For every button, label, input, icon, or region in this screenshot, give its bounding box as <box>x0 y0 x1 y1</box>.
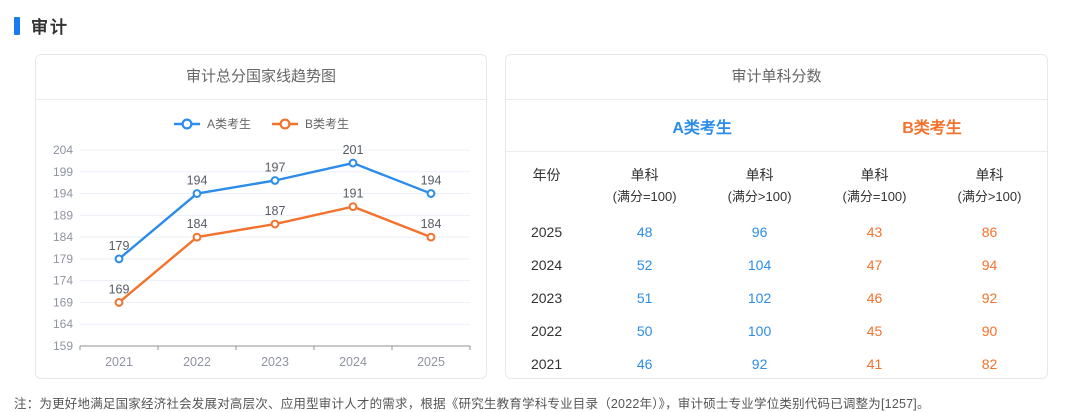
score-cell: 43 <box>866 224 883 241</box>
y-axis-tick-label: 199 <box>53 165 73 179</box>
score-cell: 51 <box>636 290 653 307</box>
table-row: 2021 46 92 41 82 <box>506 348 1047 378</box>
table-row: 2022 50 100 45 90 <box>506 315 1047 348</box>
y-axis-tick-label: 204 <box>53 143 73 157</box>
score-cell: 45 <box>866 323 883 340</box>
score-cell: 100 <box>747 323 772 340</box>
column-header-2: 单科 (满分>100) <box>727 167 792 204</box>
score-cell: 92 <box>751 356 768 373</box>
data-point <box>348 158 358 168</box>
data-point <box>270 176 280 185</box>
legend-marker-icon <box>173 117 200 130</box>
data-point-label: 194 <box>421 174 442 188</box>
x-axis-tick-label: 2024 <box>339 355 367 369</box>
data-point-label: 169 <box>109 282 130 296</box>
data-point <box>270 219 280 229</box>
data-point-label: 184 <box>187 217 208 231</box>
data-point <box>192 189 202 198</box>
column-header-0: 年份 <box>532 167 561 183</box>
y-axis-tick-label: 189 <box>53 208 73 222</box>
year-cell: 2022 <box>530 323 563 340</box>
data-point-label: 191 <box>343 187 364 201</box>
x-axis-tick-label: 2023 <box>261 355 289 369</box>
column-header-4: 单科 (满分>100) <box>957 167 1022 204</box>
group-header-b: B类考生 <box>902 119 962 137</box>
table-row: 2024 52 104 47 94 <box>506 249 1047 282</box>
table-row: 2025 48 96 43 86 <box>506 216 1047 249</box>
x-axis-tick-label: 2021 <box>105 355 133 369</box>
legend-item-1[interactable]: B类考生 <box>271 115 349 132</box>
score-cell: 46 <box>866 290 883 307</box>
score-cell: 46 <box>636 356 653 373</box>
column-header-3: 单科 (满分=100) <box>842 167 907 204</box>
chart-panel-title: 审计总分国家线趋势图 <box>36 55 486 100</box>
legend-label: B类考生 <box>305 117 350 131</box>
score-cell: 50 <box>636 323 653 340</box>
score-cell: 90 <box>981 323 998 340</box>
chart-legend: A类考生 B类考生 <box>36 115 486 132</box>
table-group-header-row: A类考生 B类考生 <box>506 100 1047 152</box>
data-point <box>114 298 124 307</box>
section-header: 审计 <box>0 0 1080 38</box>
data-point <box>426 189 436 198</box>
scores-table-panel: 审计单科分数 A类考生 B类考生 年份 单科 (满分=100) 单科 (满分>100) 单… <box>505 54 1048 379</box>
data-point-label: 179 <box>109 239 130 253</box>
x-axis-tick-label: 2022 <box>183 355 211 369</box>
data-point-label: 197 <box>265 160 286 174</box>
chart-body: A类考生 B类考生 204 199 194 189 184 179 174 169 164 159 2… <box>36 115 486 378</box>
data-point <box>426 232 436 242</box>
content-panels: 审计总分国家线趋势图 A类考生 B类考生 204 199 194 189 184 179 17… <box>35 54 1048 379</box>
table-rows: 2025 48 96 43 86 2024 52 104 47 94 2023 51 102 46 92 20… <box>506 216 1047 378</box>
data-point-label: 184 <box>421 217 442 231</box>
score-cell: 41 <box>866 356 883 373</box>
legend-label: A类考生 <box>206 117 251 131</box>
score-cell: 92 <box>981 290 998 307</box>
score-cell: 102 <box>747 290 772 307</box>
year-cell: 2023 <box>530 290 563 307</box>
trend-line-chart: 204 199 194 189 184 179 174 169 164 159 2021 2022 20… <box>53 143 471 369</box>
data-point <box>192 232 202 242</box>
column-header-1: 单科 (满分=100) <box>612 167 677 204</box>
table-column-header-row: 年份 单科 (满分=100) 单科 (满分>100) 单科 (满分=100) 单科 (满分>10… <box>506 152 1047 216</box>
legend-marker-icon <box>272 117 298 130</box>
score-cell: 48 <box>636 224 653 241</box>
footnote: 注：为更好地满足国家经济社会发展对高层次、应用型审计人才的需求，根据《研究生教育… <box>14 397 930 411</box>
table-panel-title: 审计单科分数 <box>506 55 1047 100</box>
trend-chart-panel: 审计总分国家线趋势图 A类考生 B类考生 204 199 194 189 184 179 17… <box>35 54 487 379</box>
y-axis-tick-label: 194 <box>53 187 73 201</box>
data-point-label: 194 <box>187 174 208 188</box>
y-axis-tick-label: 169 <box>53 295 73 309</box>
data-point <box>114 254 124 264</box>
x-axis-tick-label: 2025 <box>417 355 445 369</box>
legend-item-0[interactable]: A类考生 <box>173 115 251 132</box>
y-axis-tick-label: 174 <box>53 274 73 288</box>
y-axis-tick-label: 184 <box>53 230 73 244</box>
section-title: 审计 <box>31 18 69 37</box>
score-cell: 96 <box>751 224 768 241</box>
score-cell: 82 <box>981 356 998 373</box>
data-point-label: 201 <box>343 143 364 157</box>
year-cell: 2025 <box>530 224 563 241</box>
score-cell: 94 <box>981 257 998 274</box>
y-axis-tick-label: 179 <box>53 252 73 266</box>
section-accent-bar <box>14 16 20 35</box>
y-axis-tick-label: 164 <box>53 317 73 331</box>
year-cell: 2021 <box>530 356 563 373</box>
score-cell: 47 <box>866 257 883 274</box>
data-point <box>348 202 358 212</box>
y-axis-tick-label: 159 <box>53 339 73 353</box>
score-cell: 104 <box>747 257 772 274</box>
group-header-a: A类考生 <box>672 119 732 137</box>
year-cell: 2024 <box>530 257 563 274</box>
table-row: 2023 51 102 46 92 <box>506 282 1047 315</box>
score-cell: 86 <box>981 224 998 241</box>
data-point-label: 187 <box>265 204 286 218</box>
score-cell: 52 <box>636 257 653 274</box>
